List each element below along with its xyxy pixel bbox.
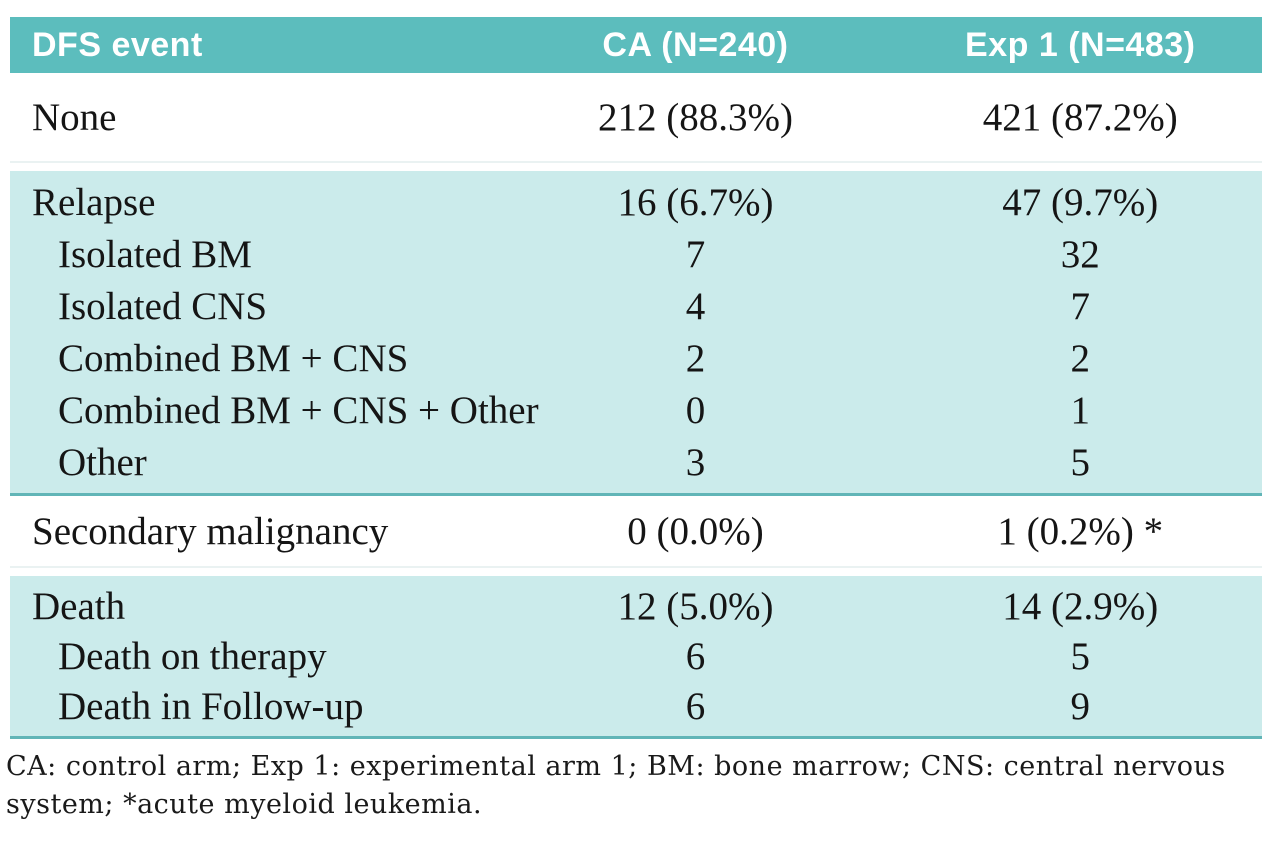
- section-rule: [10, 736, 1262, 739]
- row-label: Combined BM + CNS: [58, 336, 409, 380]
- row-label: Combined BM + CNS + Other: [58, 388, 539, 432]
- ca-value: 6: [685, 684, 706, 728]
- section-rule: [10, 493, 1262, 496]
- dfs-events-table: DFS event CA (N=240) Exp 1 (N=483) None …: [10, 17, 1262, 739]
- row-label: Isolated BM: [58, 232, 252, 276]
- footnote-line-1: CA: control arm; Exp 1: experimental arm…: [6, 751, 1226, 782]
- exp-value: 2: [1070, 336, 1091, 380]
- exp-value: 9: [1070, 684, 1091, 728]
- row-label: Isolated CNS: [58, 284, 268, 328]
- row-label: None: [32, 95, 117, 139]
- table-row-combined-bm-cns: Combined BM + CNS 2 2: [10, 332, 1262, 384]
- relapse-section: Relapse 16 (6.7%) 47 (9.7%) Isolated BM …: [10, 171, 1262, 493]
- table-row-combined-bm-cns-other: Combined BM + CNS + Other 0 1: [10, 384, 1262, 436]
- header-exp-arm: Exp 1 (N=483): [965, 25, 1196, 64]
- ca-value: 12 (5.0%): [617, 584, 774, 628]
- row-label: Other: [58, 440, 147, 484]
- ca-value: 2: [685, 336, 706, 380]
- table-row-death-on-therapy: Death on therapy 6 5: [10, 631, 1262, 681]
- ca-value: 7: [685, 232, 706, 276]
- row-separator-line: [10, 161, 1262, 163]
- ca-value: 212 (88.3%): [597, 95, 793, 139]
- table-row-death: Death 12 (5.0%) 14 (2.9%): [10, 581, 1262, 631]
- row-separator-line: [10, 566, 1262, 568]
- exp-value: 14 (2.9%): [1002, 584, 1159, 628]
- table-row-none: None 212 (88.3%) 421 (87.2%): [10, 73, 1262, 161]
- footnote-line-2: system; *acute myeloid leukemia.: [6, 789, 483, 820]
- row-label: Relapse: [32, 180, 156, 224]
- exp-value: 5: [1070, 634, 1091, 678]
- table-row-isolated-bm: Isolated BM 7 32: [10, 228, 1262, 280]
- ca-value: 4: [685, 284, 706, 328]
- table-row-other: Other 3 5: [10, 436, 1262, 488]
- header-dfs-event: DFS event: [32, 25, 203, 64]
- table-row-secondary-malignancy: Secondary malignancy 0 (0.0%) 1 (0.2%) *: [10, 496, 1262, 566]
- exp-value: 5: [1070, 440, 1091, 484]
- ca-value: 16 (6.7%): [617, 180, 774, 224]
- ca-value: 3: [685, 440, 706, 484]
- exp-value: 1: [1070, 388, 1091, 432]
- exp-value: 7: [1070, 284, 1091, 328]
- ca-value: 6: [685, 634, 706, 678]
- row-label: Secondary malignancy: [32, 509, 389, 553]
- table-row-death-in-follow-up: Death in Follow-up 6 9: [10, 681, 1262, 731]
- ca-value: 0: [685, 388, 706, 432]
- row-label: Death: [32, 584, 126, 628]
- exp-value: 32: [1060, 232, 1100, 276]
- table-footnote: CA: control arm; Exp 1: experimental arm…: [0, 748, 1280, 824]
- table-row-relapse: Relapse 16 (6.7%) 47 (9.7%): [10, 176, 1262, 228]
- table-header-row: DFS event CA (N=240) Exp 1 (N=483): [10, 17, 1262, 73]
- row-label: Death on therapy: [58, 634, 327, 678]
- row-label: Death in Follow-up: [58, 684, 364, 728]
- exp-value: 421 (87.2%): [982, 95, 1178, 139]
- exp-value: 47 (9.7%): [1002, 180, 1159, 224]
- exp-value: 1 (0.2%) *: [997, 509, 1164, 553]
- header-ca-arm: CA (N=240): [602, 25, 789, 64]
- ca-value: 0 (0.0%): [627, 509, 764, 553]
- table-row-isolated-cns: Isolated CNS 4 7: [10, 280, 1262, 332]
- death-section: Death 12 (5.0%) 14 (2.9%) Death on thera…: [10, 576, 1262, 736]
